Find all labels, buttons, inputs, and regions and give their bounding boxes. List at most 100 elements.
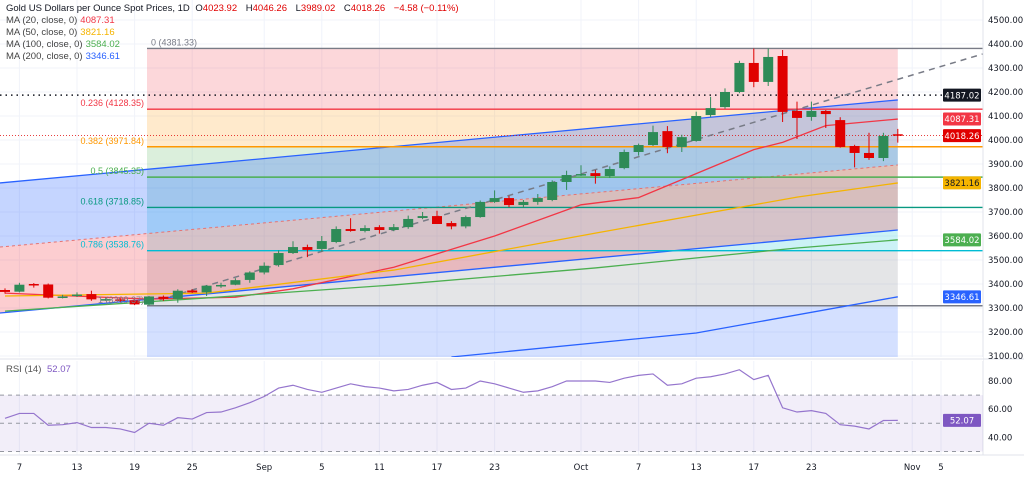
candle [302, 244, 313, 258]
price-axis-label: 4200.00 [988, 88, 1023, 98]
price-badge: 3584.02 [943, 233, 981, 247]
candle-body [273, 253, 284, 266]
candle [475, 200, 486, 218]
close-value: 4018.26 [350, 3, 386, 14]
ma-legend-row: MA (200, close, 0) 3346.61 [6, 51, 123, 63]
price-badge-bg [943, 88, 981, 102]
candle [604, 166, 615, 178]
candle-body [28, 284, 39, 286]
rsi-label: RSI (14) [6, 364, 42, 375]
candle-body [705, 108, 716, 116]
candle [216, 282, 226, 288]
price-badge: 4018.26 [943, 129, 981, 143]
candle-body [763, 56, 774, 82]
price-badge-text: 4018.26 [944, 132, 979, 142]
candle [244, 271, 255, 283]
rsi-badge-text: 52.07 [950, 417, 974, 427]
price-badge-text: 3346.61 [944, 293, 979, 303]
time-axis-label: 11 [374, 463, 385, 473]
ma-legend-row: MA (20, close, 0) 4087.31 [6, 15, 118, 27]
candle-body [14, 284, 25, 292]
candle [748, 48, 759, 88]
candle-body [0, 290, 10, 292]
candle [432, 210, 442, 224]
candle-body [417, 216, 428, 218]
candle [129, 299, 140, 306]
fib-zone-0.382 [147, 146, 898, 178]
candle [561, 170, 572, 190]
high-label: H [245, 3, 253, 14]
moving-average-line [4, 239, 898, 312]
candle-body [676, 137, 687, 147]
price-axis-label: 3100.00 [988, 352, 1023, 362]
candle-body [648, 132, 658, 146]
candle [57, 294, 68, 299]
candle-body [532, 198, 543, 202]
time-axis-label: 23 [489, 463, 500, 473]
candle [763, 48, 774, 86]
candle [547, 180, 558, 202]
candle-body [115, 299, 126, 301]
candle [518, 200, 529, 208]
change-value: −4.58 (−0.11%) [393, 3, 459, 14]
candle-body [144, 296, 154, 305]
candle-body [720, 92, 730, 108]
price-badge-text: 4187.02 [944, 91, 979, 101]
ma-value: 3346.61 [85, 51, 120, 62]
candle-body [633, 145, 644, 152]
ma-value: 3821.16 [80, 27, 115, 38]
candle [460, 215, 471, 229]
candle-body [446, 223, 457, 227]
ma-legend-row: MA (50, close, 0) 3821.16 [6, 27, 118, 39]
price-badge-bg [943, 112, 981, 126]
fib-level-label: 1 (3309.37) [98, 295, 144, 305]
candle-body [230, 280, 241, 285]
candle [676, 134, 687, 152]
candle-body [432, 216, 442, 224]
candle-body [619, 152, 630, 169]
ma-label: MA (100, close, 0) [6, 39, 83, 50]
candle-body [691, 116, 702, 141]
candle [849, 144, 860, 168]
price-badge-text: 3584.02 [944, 236, 979, 246]
candle [648, 125, 658, 146]
candle-body [604, 169, 615, 176]
candle-body [792, 110, 802, 118]
candle-body [129, 300, 140, 305]
candle-body [244, 272, 255, 280]
price-badge-text: 3821.16 [944, 179, 979, 189]
candle [806, 101, 817, 121]
candle [878, 132, 889, 162]
candle-body [403, 218, 414, 228]
fib-zone-0.786 [147, 250, 898, 306]
candle [374, 225, 385, 234]
rsi-axis-label: 60.00 [988, 405, 1012, 415]
candle-body [57, 296, 68, 298]
candle [115, 298, 126, 302]
candle-body [331, 229, 342, 242]
rsi-value: 52.07 [47, 364, 71, 375]
candle-body [100, 299, 111, 301]
price-axis-label: 3500.00 [988, 256, 1023, 266]
ma-value: 4087.31 [80, 15, 115, 26]
candle-body [388, 227, 399, 230]
candle-body [835, 120, 846, 147]
candle [576, 165, 586, 176]
candle-body [475, 201, 486, 218]
candle-body [158, 296, 169, 299]
candle [0, 288, 10, 294]
candle [892, 128, 903, 143]
candle [43, 283, 54, 299]
rsi-axis-label: 40.00 [988, 433, 1012, 443]
ma-value: 3584.02 [85, 39, 120, 50]
candle [288, 241, 298, 254]
candle [820, 110, 831, 128]
candle [388, 224, 399, 232]
candle [792, 101, 802, 140]
candle-body [849, 146, 860, 153]
candle [403, 215, 414, 229]
candle [489, 190, 500, 203]
candle [720, 88, 730, 109]
time-axis-label: Oct [574, 463, 589, 473]
